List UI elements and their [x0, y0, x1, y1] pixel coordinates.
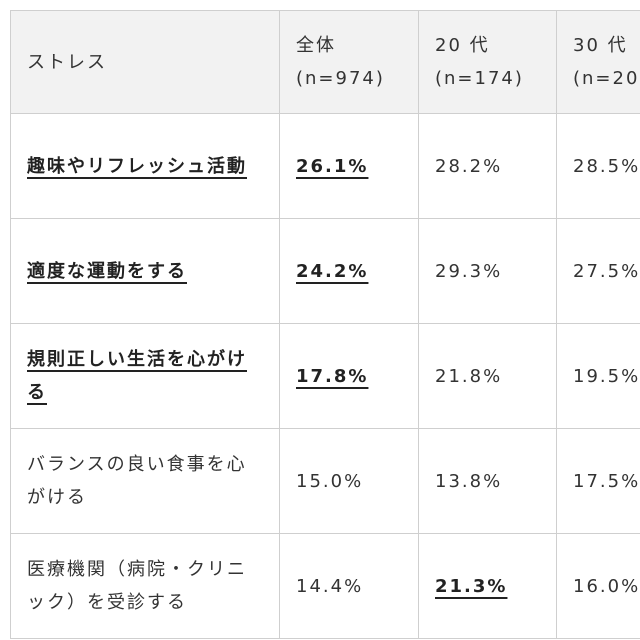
cell-text: 21.3% — [435, 575, 508, 597]
cell-text: 医療機関（病院・クリニック）を受診する — [27, 559, 247, 613]
cell-text: 27.5% — [573, 260, 640, 282]
table-cell: 規則正しい生活を心がける — [10, 323, 280, 429]
header-cell: 20 代 (n=174) — [418, 10, 557, 114]
table-cell: 13.8% — [418, 428, 557, 534]
cell-text: 21.8% — [435, 365, 503, 387]
table-cell: 15.0% — [279, 428, 419, 534]
table-row: バランスの良い食事を心がける 15.0% 13.8% 17.5% — [10, 428, 640, 534]
cell-text: 28.5% — [573, 155, 640, 177]
table-cell: 27.5% — [556, 218, 640, 324]
table-cell: 24.2% — [279, 218, 419, 324]
table-cell: 28.5% — [556, 113, 640, 219]
table-cell: 適度な運動をする — [10, 218, 280, 324]
cell-text: 規則正しい生活を心がける — [27, 349, 247, 403]
table-cell: 14.4% — [279, 533, 419, 639]
cell-text: 14.4% — [296, 575, 364, 597]
table-row: 医療機関（病院・クリニック）を受診する 14.4% 21.3% 16.0% — [10, 533, 640, 639]
table-cell: 19.5% — [556, 323, 640, 429]
cell-text: 17.5% — [573, 470, 640, 492]
cell-text: 16.0% — [573, 575, 640, 597]
table-cell: 29.3% — [418, 218, 557, 324]
cell-text: 趣味やリフレッシュ活動 — [27, 155, 247, 177]
table-cell: 17.8% — [279, 323, 419, 429]
header-cell: ストレス — [10, 10, 280, 114]
table-cell: 28.2% — [418, 113, 557, 219]
table-cell: 17.5% — [556, 428, 640, 534]
table-cell: 21.3% — [418, 533, 557, 639]
table-cell: 医療機関（病院・クリニック）を受診する — [10, 533, 280, 639]
cell-text: 26.1% — [296, 155, 369, 177]
table-cell: バランスの良い食事を心がける — [10, 428, 280, 534]
cell-text: 17.8% — [296, 365, 369, 387]
cell-text: 19.5% — [573, 365, 640, 387]
cell-text: 29.3% — [435, 260, 503, 282]
table-row: 適度な運動をする 24.2% 29.3% 27.5% — [10, 218, 640, 324]
table-row: 規則正しい生活を心がける 17.8% 21.8% 19.5% — [10, 323, 640, 429]
table-cell: 16.0% — [556, 533, 640, 639]
header-cell: 全体 (n=974) — [279, 10, 419, 114]
table-row: 趣味やリフレッシュ活動 26.1% 28.2% 28.5% — [10, 113, 640, 219]
table-cell: 趣味やリフレッシュ活動 — [10, 113, 280, 219]
cell-text: 28.2% — [435, 155, 503, 177]
cell-text: 24.2% — [296, 260, 369, 282]
cell-text: 13.8% — [435, 470, 503, 492]
table-cell: 26.1% — [279, 113, 419, 219]
cell-text: バランスの良い食事を心がける — [27, 454, 247, 508]
table-cell: 21.8% — [418, 323, 557, 429]
header-cell: 30 代 (n=200) — [556, 10, 640, 114]
cell-text: 15.0% — [296, 470, 364, 492]
cell-text: 適度な運動をする — [27, 260, 187, 282]
